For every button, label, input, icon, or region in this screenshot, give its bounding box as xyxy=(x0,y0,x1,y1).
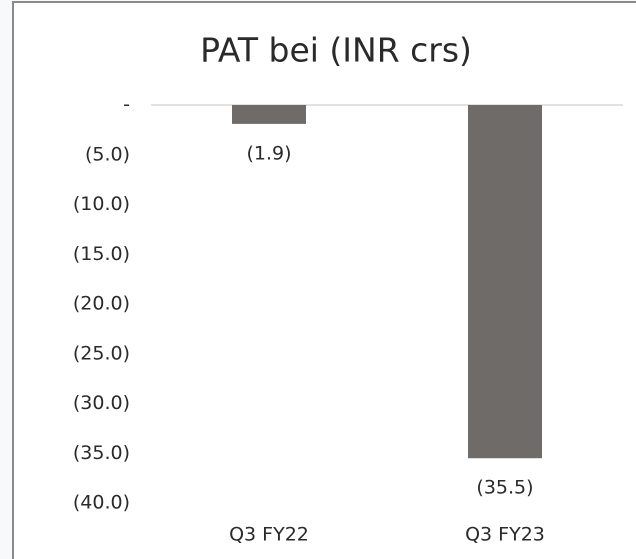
y-tick-label: (35.0) xyxy=(73,442,130,464)
y-tick-label: (40.0) xyxy=(73,492,130,514)
y-tick-label: (30.0) xyxy=(73,392,130,414)
y-tick-label: (25.0) xyxy=(73,342,130,364)
y-tick-label: - xyxy=(123,94,130,116)
x-tick-label: Q3 FY23 xyxy=(465,524,545,546)
frame xyxy=(12,1,636,559)
value-label: (1.9) xyxy=(246,142,291,164)
y-tick-label: (20.0) xyxy=(73,293,130,315)
y-tick-label: (5.0) xyxy=(85,143,130,165)
bar xyxy=(468,105,542,459)
y-tick-label: (15.0) xyxy=(73,243,130,265)
bar xyxy=(232,105,306,124)
x-tick-label: Q3 FY22 xyxy=(229,524,309,546)
value-label: (35.5) xyxy=(476,477,533,499)
y-tick-label: (10.0) xyxy=(73,193,130,215)
chart-title: PAT bei (INR crs) xyxy=(200,31,472,70)
